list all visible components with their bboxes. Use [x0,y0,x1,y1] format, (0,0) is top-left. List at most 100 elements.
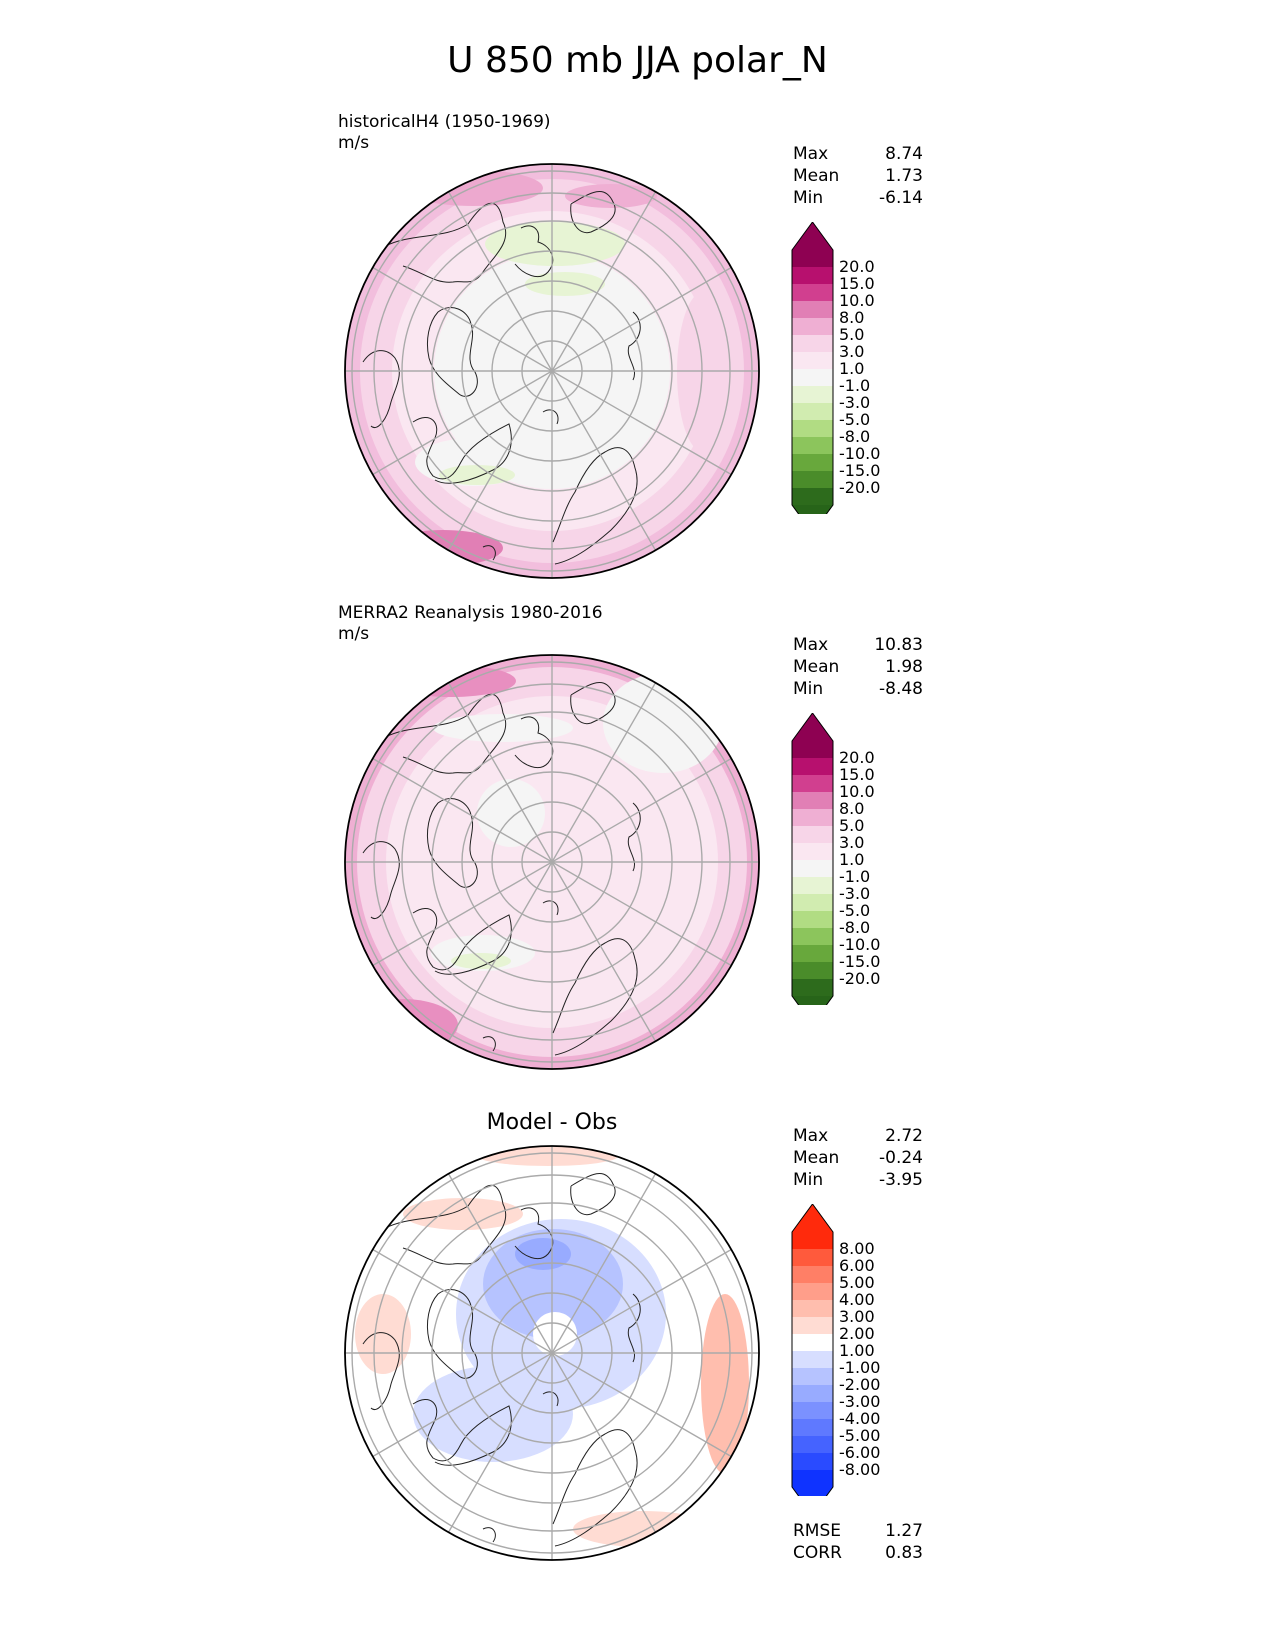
colorbar-tick-label: -3.00 [839,1392,880,1411]
colorbar-outline [791,1204,834,1496]
stat-value: 8.74 [885,144,923,164]
stat-value: -8.48 [879,679,923,699]
colorbar-segment [792,741,833,758]
panel1-units: m/s [338,133,370,153]
colorbar-tick-label: -10.0 [839,935,880,954]
colorbar-tick-label: -6.00 [839,1443,880,1462]
colorbar-tick-label: 1.0 [839,850,864,869]
colorbar-segment [792,420,833,437]
stat-label: Mean [793,657,840,677]
colorbar-segment [792,301,833,318]
colorbar-segment [792,1317,833,1334]
polar-map-panel3 [344,1145,760,1561]
colorbar-tick-label: 8.00 [839,1239,875,1258]
colorbar-tick-label: -5.00 [839,1426,880,1445]
colorbar-outline [791,713,834,1005]
map-boundary [344,1145,760,1561]
colorbar-segment [792,809,833,826]
colorbar-segment [792,318,833,335]
stat-value: 1.98 [885,657,923,677]
field-contour [413,1366,573,1462]
panel1-title-line1: historicalH4 (1950-1969) [338,112,551,132]
colorbar-tick-label: -3.0 [839,393,870,412]
stat-label: Max [793,144,829,164]
field-contour [525,272,605,296]
panel3-extra-stats: RMSE 1.27 CORR 0.83 [793,1520,923,1564]
graticule [345,1146,759,1560]
colorbar-tick-label: -2.00 [839,1375,880,1394]
colorbar-tick-label: 1.0 [839,359,864,378]
colorbar-segment [792,369,833,386]
map-field [345,164,759,578]
colorbar-segment [792,894,833,911]
panel2-title-line1: MERRA2 Reanalysis 1980-2016 [338,603,603,623]
stat-label: Min [793,188,824,208]
field-contour [677,292,729,452]
coastline [382,202,507,283]
colorbar-tick-label: -15.0 [839,952,880,971]
panel1-title: historicalH4 (1950-1969) m/s [338,112,551,154]
field-contour [433,714,573,742]
stat-label: Mean [793,166,840,186]
meridian-line [447,682,657,1042]
colorbar-segment [792,775,833,792]
field-contour [477,779,545,847]
colorbar-segment [792,792,833,809]
coastline [627,1293,641,1363]
colorbar-tick-label: -1.0 [839,376,870,395]
colorbar-panel1: 20.015.010.08.05.03.01.0-1.0-3.0-5.0-8.0… [791,222,880,514]
coastline [426,1289,478,1379]
colorbar-segment [792,471,833,488]
colorbar-segment [792,1300,833,1317]
colorbar-segment [792,386,833,403]
field-contour [355,1294,411,1374]
colorbar-segment [792,1232,833,1249]
stat-value: -6.14 [879,188,923,208]
colorbar-tick-label: -20.0 [839,969,880,988]
colorbar-tick-label: 3.0 [839,833,864,852]
map-boundary [344,654,760,1070]
colorbar-segment [792,437,833,454]
colorbar-segment [792,352,833,369]
coastline [570,1173,616,1216]
stat-value: -0.24 [879,1148,923,1168]
coastline [627,802,641,872]
colorbar-tick-label: 3.00 [839,1307,875,1326]
colorbar-tick-label: 10.0 [839,782,875,801]
colorbar-tick-label: 8.0 [839,308,864,327]
figure-title: U 850 mb JJA polar_N [447,40,828,81]
field-contour [439,465,515,485]
stat-value: 10.83 [874,635,923,655]
polar-map-panel1 [344,163,760,579]
coastline [552,1429,638,1547]
colorbar-segment [792,1453,833,1470]
coastline [426,307,478,397]
colorbar-segment [792,1266,833,1283]
colorbar-tick-label: 8.0 [839,799,864,818]
coastline [426,798,478,888]
colorbar-segment [792,267,833,284]
panel1-stats: Max 8.74 Mean 1.73 Min -6.14 [793,143,923,209]
stat-label: Mean [793,1148,840,1168]
colorbar-tick-label: 15.0 [839,765,875,784]
polar-map-panel2 [344,654,760,1070]
colorbar-tick-label: 10.0 [839,291,875,310]
coastline [542,1391,559,1407]
graticule [345,655,759,1069]
colorbar-segment [792,284,833,301]
colorbar-panel3: 8.006.005.004.003.002.001.00-1.00-2.00-3… [791,1204,880,1496]
colorbar-segment [792,928,833,945]
field-contour [573,1511,713,1547]
colorbar-segment [792,843,833,860]
panel3-stats: Max 2.72 Mean -0.24 Min -3.95 [793,1125,923,1191]
field-contour [403,1198,523,1230]
colorbar-tick-label: -10.0 [839,444,880,463]
colorbar-segment [792,979,833,996]
stat-value: 1.73 [885,166,923,186]
colorbar-segment [792,1249,833,1266]
colorbar-tick-label: -4.00 [839,1409,880,1428]
colorbar-segment [792,911,833,928]
colorbar-tick-label: 5.0 [839,816,864,835]
colorbar-segment [792,250,833,267]
coastline [627,311,641,381]
